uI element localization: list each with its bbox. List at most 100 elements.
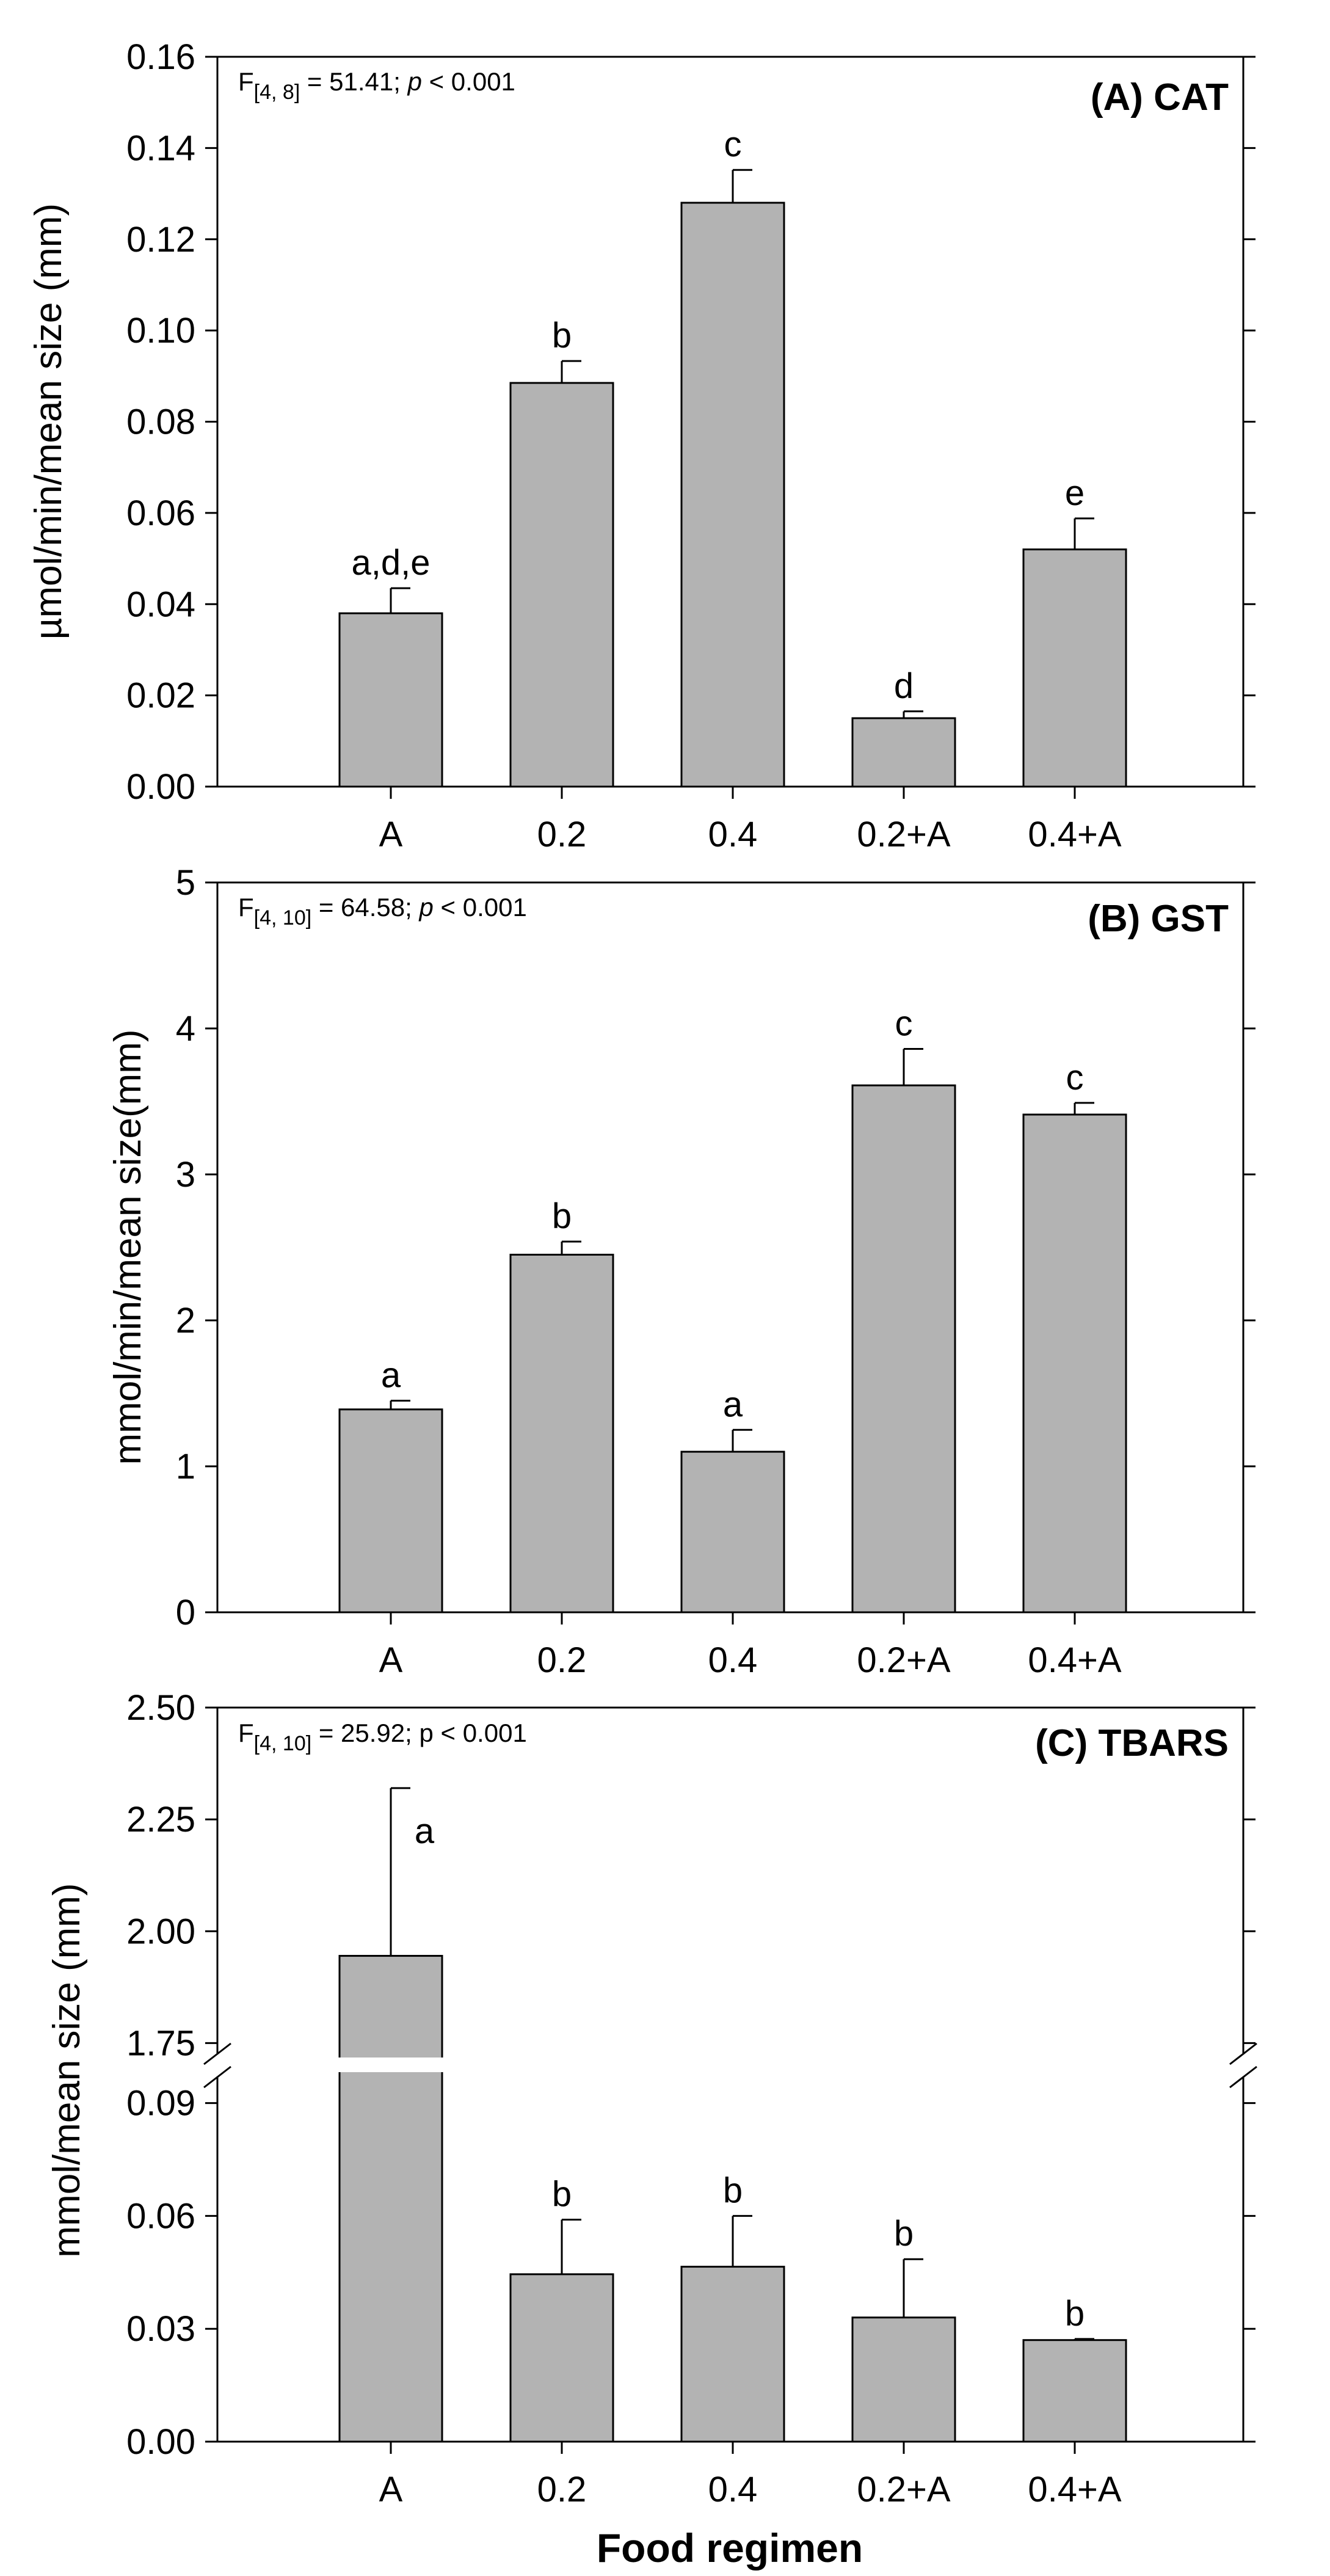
significance-letter-tbars: b	[894, 2214, 914, 2254]
axis-break-mark	[203, 2042, 231, 2065]
bar-tbars	[338, 1955, 443, 2443]
bar-gst	[680, 1450, 785, 1614]
stat-f-tbars: F	[238, 1719, 254, 1747]
y-tick-label-gst: 5	[176, 863, 195, 903]
y-tick-label-lower: 0.03	[126, 2309, 195, 2349]
y-tick-label-lower: 0.06	[126, 2196, 195, 2236]
axis-break-mark	[1229, 2065, 1257, 2089]
y-ticks-gst: 0 1 2 3 4 5	[176, 863, 1256, 1632]
category-label-gst: 0.4+A	[1028, 1640, 1121, 1680]
y-tick-label-cat: 0.02	[126, 676, 195, 716]
y-tick-label-gst: 1	[176, 1447, 195, 1486]
y-tick-label-lower: 0.00	[126, 2422, 195, 2462]
y-axis-label-gst: mmol/min/mean size(mm)	[107, 1029, 149, 1464]
bar-tbars	[680, 2266, 785, 2443]
stat-p-symbol-cat: p	[407, 67, 422, 96]
y-axis-label-cat: µmol/min/mean size (mm)	[27, 203, 70, 639]
y-tick-label-upper: 1.75	[126, 2023, 195, 2063]
significance-letter-cat: d	[894, 666, 914, 706]
significance-letter-cat: c	[724, 125, 742, 164]
y-tick-label-cat: 0.10	[126, 311, 195, 351]
x-axis-title: Food regimen	[597, 2525, 863, 2571]
y-tick-label-cat: 0.04	[126, 584, 195, 624]
category-label-tbars: 0.2	[537, 2470, 587, 2509]
stat-text-gst: F[4, 10] = 64.58; p < 0.001	[238, 893, 527, 930]
panel-title-gst: (B) GST	[1088, 898, 1229, 940]
panel-title-cat: (A) CAT	[1091, 76, 1229, 118]
stat-f-cat: F	[238, 67, 254, 96]
panel-title-tbars: (C) TBARS	[1035, 1722, 1229, 1764]
y-tick-label-lower: 0.09	[126, 2084, 195, 2123]
stat-p-cat: < 0.001	[422, 67, 515, 96]
stat-f-gst: F	[238, 893, 254, 922]
significance-letter-tbars: b	[723, 2170, 743, 2210]
bar-tbars	[1022, 2339, 1127, 2443]
bar-tbars	[509, 2273, 614, 2443]
bar-cat	[338, 612, 443, 788]
y-tick-label-gst: 4	[176, 1009, 195, 1049]
significance-letter-cat: a,d,e	[352, 543, 431, 583]
stat-value-gst: = 64.58;	[311, 893, 419, 922]
bar-tbars	[851, 2316, 956, 2443]
bar-gst	[509, 1253, 614, 1614]
y-tick-label-cat: 0.12	[126, 220, 195, 260]
category-label-cat: A	[379, 815, 403, 854]
category-label-tbars: 0.4+A	[1028, 2470, 1121, 2509]
category-label-gst: 0.4	[708, 1640, 758, 1680]
axis-break-mark	[203, 2065, 231, 2089]
y-tick-label-gst: 3	[176, 1155, 195, 1195]
bar-cat	[680, 202, 785, 788]
category-label-cat: 0.4	[708, 815, 758, 854]
axis-break-mark	[1229, 2042, 1257, 2065]
category-label-tbars: 0.4	[708, 2470, 758, 2509]
significance-letter-tbars: b	[552, 2175, 572, 2214]
category-label-gst: A	[379, 1640, 403, 1680]
y-tick-label-gst: 2	[176, 1301, 195, 1341]
bar-cat	[851, 717, 956, 788]
significance-letter-gst: a	[381, 1355, 401, 1395]
y-tick-label-cat: 0.08	[126, 402, 195, 442]
stat-text-tbars: F[4, 10] = 25.92; p < 0.001	[238, 1719, 527, 1755]
category-label-cat: 0.2	[537, 815, 587, 854]
y-axis-label-tbars: mmol/mean size (mm)	[46, 1883, 88, 2257]
stat-text-cat: F[4, 8] = 51.41; p < 0.001	[238, 67, 515, 104]
significance-letter-gst: a	[723, 1384, 743, 1424]
y-tick-label-cat: 0.16	[126, 37, 195, 77]
stat-df-tbars: [4, 10]	[254, 1732, 312, 1755]
stat-df-gst: [4, 10]	[254, 906, 312, 930]
category-label-cat: 0.2+A	[857, 815, 950, 854]
category-label-gst: 0.2+A	[857, 1640, 950, 1680]
category-label-cat: 0.4+A	[1028, 815, 1121, 854]
bars-gst: a Ab 0.2 a 0.4 c 0.2+A c 0.4+A	[338, 1003, 1127, 1680]
panel-tbars: 1.75 2.00 2.25 2.50 0.00 0.03 0.06 0.09 a Ab 0.2 b…	[46, 1688, 1257, 2509]
stat-df-cat: [4, 8]	[254, 81, 300, 104]
y-ticks-tbars: 1.75 2.00 2.25 2.50 0.00 0.03 0.06 0.09	[126, 1688, 1256, 2462]
bar-gst	[851, 1084, 956, 1614]
bar-cat	[1022, 548, 1127, 788]
significance-letter-gst: b	[552, 1196, 572, 1236]
bar-cat	[509, 382, 614, 788]
significance-letter-cat: b	[552, 316, 572, 355]
panel-gst: 0 1 2 3 4 5 a Ab 0.2 a 0.4 c 0.2+A c 0.4+A mmol/min/m…	[107, 863, 1256, 1680]
y-tick-label-gst: 0	[176, 1593, 195, 1632]
significance-letter-gst: c	[895, 1003, 913, 1043]
panel-cat: 0.00 0.02 0.04 0.06 0.08 0.10 0.12 0.14 0.16 a,d…	[27, 37, 1256, 854]
bar-break-gap	[337, 2058, 445, 2072]
bar-gst	[1022, 1113, 1127, 1614]
significance-letter-tbars: a	[415, 1811, 435, 1851]
category-label-tbars: 0.2+A	[857, 2470, 950, 2509]
stat-value-cat: = 51.41;	[300, 67, 407, 96]
stat-p-symbol-gst: p	[418, 893, 433, 922]
bars-tbars: a Ab 0.2 b 0.4 b 0.2+A b 0.4+A	[337, 1787, 1127, 2509]
y-tick-label-cat: 0.00	[126, 767, 195, 807]
bar-gst	[338, 1408, 443, 1614]
y-ticks-cat: 0.00 0.02 0.04 0.06 0.08 0.10 0.12 0.14 0.16	[126, 37, 1256, 807]
bars-cat: a,d,e Ab 0.2 c 0.4 d 0.2+A e 0.4+A	[338, 125, 1127, 854]
significance-letter-cat: e	[1065, 473, 1085, 513]
y-tick-label-upper: 2.25	[126, 1800, 195, 1839]
y-tick-label-upper: 2.50	[126, 1688, 195, 1728]
y-tick-label-cat: 0.06	[126, 493, 195, 533]
category-label-gst: 0.2	[537, 1640, 587, 1680]
significance-letter-tbars: b	[1065, 2294, 1085, 2334]
